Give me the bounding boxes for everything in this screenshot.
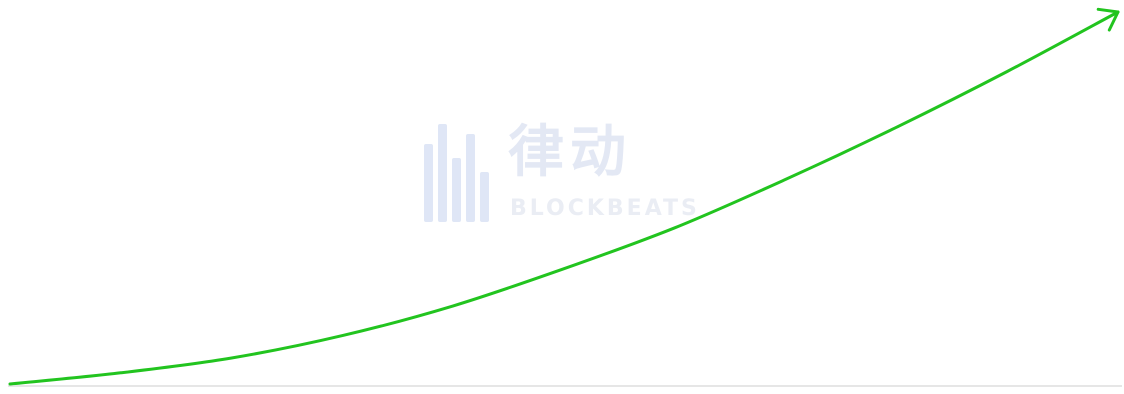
growth-curve bbox=[8, 10, 1120, 386]
watermark-chinese: 律动 bbox=[508, 120, 632, 185]
logo-bars-icon bbox=[424, 122, 494, 222]
watermark: 律动 BLOCKBEATS bbox=[424, 118, 714, 228]
arrowhead-icon bbox=[1096, 7, 1120, 32]
watermark-english: BLOCKBEATS bbox=[510, 196, 700, 221]
